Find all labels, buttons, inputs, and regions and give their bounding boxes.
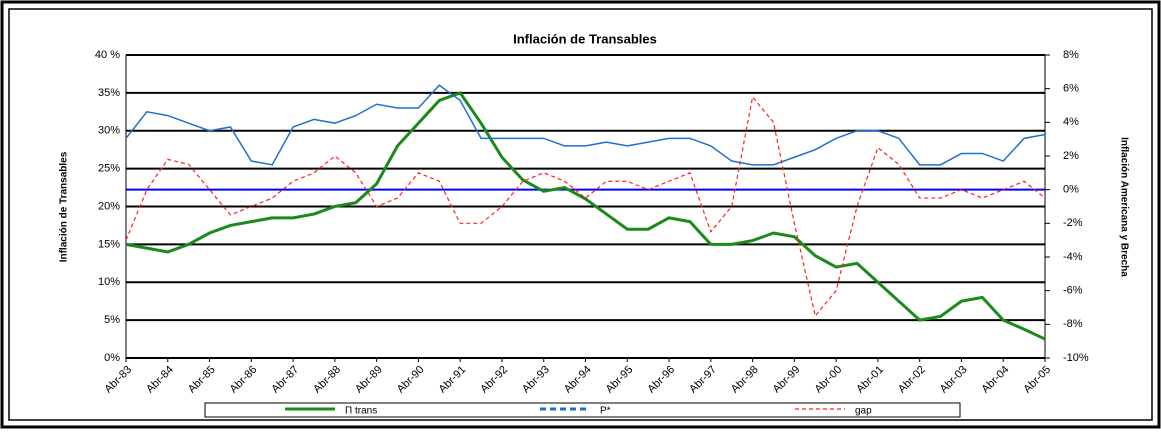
chart-title: Inflación de Transables (513, 31, 657, 46)
y2-tick-label: -2% (1063, 217, 1083, 229)
y2-tick-label: 0% (1063, 184, 1079, 196)
y2-tick-label: -8% (1063, 318, 1083, 330)
inner-frame (8, 8, 1153, 421)
y-tick-label: 30% (98, 125, 120, 137)
y2-tick-label: 2% (1063, 150, 1079, 162)
y2-tick-label: 4% (1063, 116, 1079, 128)
y-tick-label: 0% (104, 352, 120, 364)
series-line (125, 91, 1046, 341)
y-tick-label: 40 % (95, 49, 120, 61)
y2-tick-label: -4% (1063, 251, 1083, 263)
y2-tick-label: 6% (1063, 83, 1079, 95)
y-tick-label: 20% (98, 200, 120, 212)
legend-label: gap (855, 406, 872, 417)
y-tick-label: 25% (98, 163, 120, 175)
series-line (125, 95, 1046, 318)
y-axis-title: Inflación de Transables (59, 151, 70, 262)
y2-tick-label: -10% (1063, 352, 1089, 364)
series-line (125, 84, 1046, 166)
y-tick-label: 35% (98, 87, 120, 99)
y-tick-label: 10% (98, 276, 120, 288)
legend-label: P* (600, 406, 611, 417)
y2-tick-label: -6% (1063, 285, 1083, 297)
y-tick-label: 5% (104, 314, 120, 326)
y2-tick-label: 8% (1063, 49, 1079, 61)
y-tick-label: 15% (98, 238, 120, 250)
legend-label: Π trans (345, 406, 377, 417)
y2-axis-title: Inflación Americana y Brecha (1118, 137, 1129, 277)
